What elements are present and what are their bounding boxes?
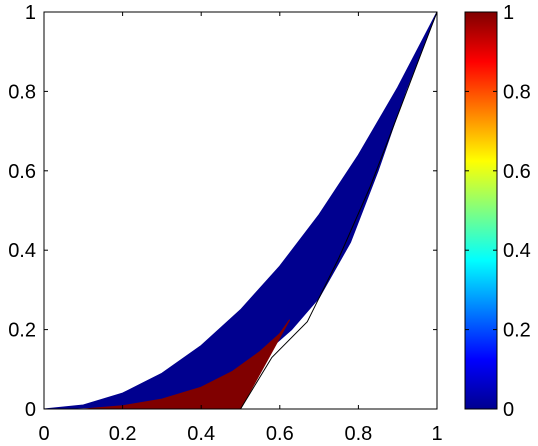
y-tick-label: 0.8 — [8, 81, 36, 103]
x-tick-label: 0 — [38, 423, 49, 445]
x-tick-label: 1 — [431, 423, 442, 445]
y-tick-label: 0.2 — [8, 320, 36, 342]
colorbar-tick-label: 1 — [503, 2, 514, 24]
colorbar-tick-label: 0.2 — [503, 320, 531, 342]
colorbar-tick-label: 0.8 — [503, 81, 531, 103]
y-tick-label: 0 — [25, 399, 36, 421]
colorbar-tick-label: 0.6 — [503, 161, 531, 183]
boundary-line — [240, 11, 438, 410]
plot-area — [43, 11, 438, 410]
y-tick-label: 1 — [25, 2, 36, 24]
x-axis: 0 0.2 0.4 0.6 0.8 1 — [38, 12, 443, 445]
colorbar-gradient — [464, 11, 498, 410]
colorbar-tick-label: 0 — [503, 399, 514, 421]
colorbar-tick-label: 0.4 — [503, 240, 531, 262]
x-tick-label: 0.8 — [344, 423, 372, 445]
plot-frame — [43, 11, 438, 410]
x-tick-label: 0.4 — [187, 423, 215, 445]
colorbar: 0 0.2 0.4 0.6 0.8 1 — [464, 2, 531, 421]
y-tick-label: 0.4 — [8, 240, 36, 262]
x-tick-label: 0.2 — [109, 423, 137, 445]
x-tick-label: 0.6 — [266, 423, 294, 445]
region-level-1 — [83, 319, 291, 410]
y-axis: 0 0.2 0.4 0.6 0.8 1 — [8, 2, 437, 421]
y-tick-label: 0.6 — [8, 161, 36, 183]
region-level-0 — [43, 11, 438, 410]
